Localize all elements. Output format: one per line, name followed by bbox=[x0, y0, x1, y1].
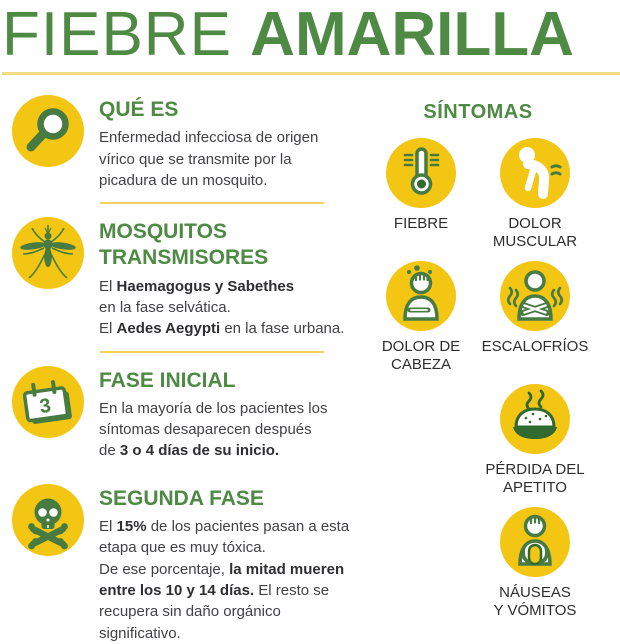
title-word-fiebre: FIEBRE bbox=[2, 0, 232, 69]
symptom-fiebre: FIEBRE bbox=[386, 138, 456, 251]
symptoms-heading: SÍNTOMAS bbox=[423, 101, 533, 124]
section-body: El 15% de los pacientes pasan a esta eta… bbox=[99, 518, 350, 642]
chills-icon bbox=[499, 261, 570, 332]
symptom-nauseas-y-vomitos: NÁUSEAS Y VÓMITOS bbox=[493, 507, 577, 620]
page-title: FIEBRE AMARILLA bbox=[2, 2, 620, 67]
symptom-label: DOLOR MUSCULAR bbox=[492, 215, 578, 251]
symptoms-column: SÍNTOMAS FIEBRE bbox=[364, 95, 612, 644]
symptom-label: ESCALOFRÍOS bbox=[481, 338, 589, 356]
info-column: QUÉ ES Enfermedad infecciosa de origen v… bbox=[12, 95, 364, 644]
content-area: QUÉ ES Enfermedad infecciosa de origen v… bbox=[0, 75, 620, 644]
nausea-icon bbox=[500, 507, 570, 578]
symptom-dolor-de-cabeza: DOLOR DE CABEZA bbox=[382, 261, 460, 374]
section-body: En la mayoría de los pacientes los sínto… bbox=[99, 399, 328, 460]
section-heading: FASE INICIAL bbox=[99, 368, 236, 392]
symptom-escalofrios: ESCALOFRÍOS bbox=[481, 261, 589, 374]
section-que-es: QUÉ ES Enfermedad infecciosa de origen v… bbox=[12, 95, 364, 191]
mosquito-icon bbox=[12, 217, 84, 339]
section-heading: SEGUNDA FASE bbox=[99, 486, 264, 510]
magnifier-icon bbox=[12, 95, 84, 191]
section-content: SEGUNDA FASE El 15% de los pacientes pas… bbox=[99, 484, 363, 644]
symptom-label: NÁUSEAS Y VÓMITOS bbox=[493, 584, 577, 620]
section-body: Enfermedad infecciosa de origen vírico q… bbox=[99, 129, 319, 189]
section-segunda-fase: SEGUNDA FASE El 15% de los pacientes pas… bbox=[12, 483, 364, 644]
section-content: FASE INICIAL En la mayoría de los pacien… bbox=[99, 366, 363, 462]
section-fase-inicial: 3 FASE INICIAL En la mayoría de los paci… bbox=[12, 365, 364, 462]
symptom-label: DOLOR DE CABEZA bbox=[381, 338, 461, 374]
appetite-loss-icon bbox=[499, 384, 570, 455]
spacer bbox=[12, 462, 364, 484]
title-word-amarilla: AMARILLA bbox=[250, 0, 574, 69]
section-body: El Haemagogus y Sabethes en la fase selv… bbox=[99, 277, 345, 338]
calendar-3-icon: 3 bbox=[12, 365, 84, 462]
skull-crossbones-icon bbox=[12, 483, 84, 644]
section-heading: MOSQUITOS TRANSMISORES bbox=[99, 220, 269, 270]
symptom-label: FIEBRE bbox=[393, 215, 449, 233]
symptom-label: PÉRDIDA DEL APETITO bbox=[485, 461, 585, 497]
symptoms-grid: FIEBRE DOLOR MUSCULAR bbox=[364, 138, 612, 620]
section-divider bbox=[100, 202, 324, 205]
section-mosquitos-transmisores: MOSQUITOS TRANSMISORES El Haemagogus y S… bbox=[12, 217, 364, 339]
symptom-dolor-muscular: DOLOR MUSCULAR bbox=[493, 138, 577, 251]
headache-icon bbox=[385, 261, 456, 332]
muscle-pain-icon bbox=[500, 138, 570, 209]
calendar-day-number: 3 bbox=[38, 394, 52, 417]
section-divider bbox=[100, 350, 324, 353]
section-content: QUÉ ES Enfermedad infecciosa de origen v… bbox=[99, 95, 363, 191]
section-heading: QUÉ ES bbox=[99, 98, 179, 122]
title-underline bbox=[2, 72, 620, 76]
masthead: FIEBRE AMARILLA bbox=[0, 0, 620, 76]
thermometer-icon bbox=[386, 138, 456, 209]
symptom-perdida-del-apetito: PÉRDIDA DEL APETITO bbox=[485, 384, 585, 497]
section-content: MOSQUITOS TRANSMISORES El Haemagogus y S… bbox=[99, 217, 363, 339]
